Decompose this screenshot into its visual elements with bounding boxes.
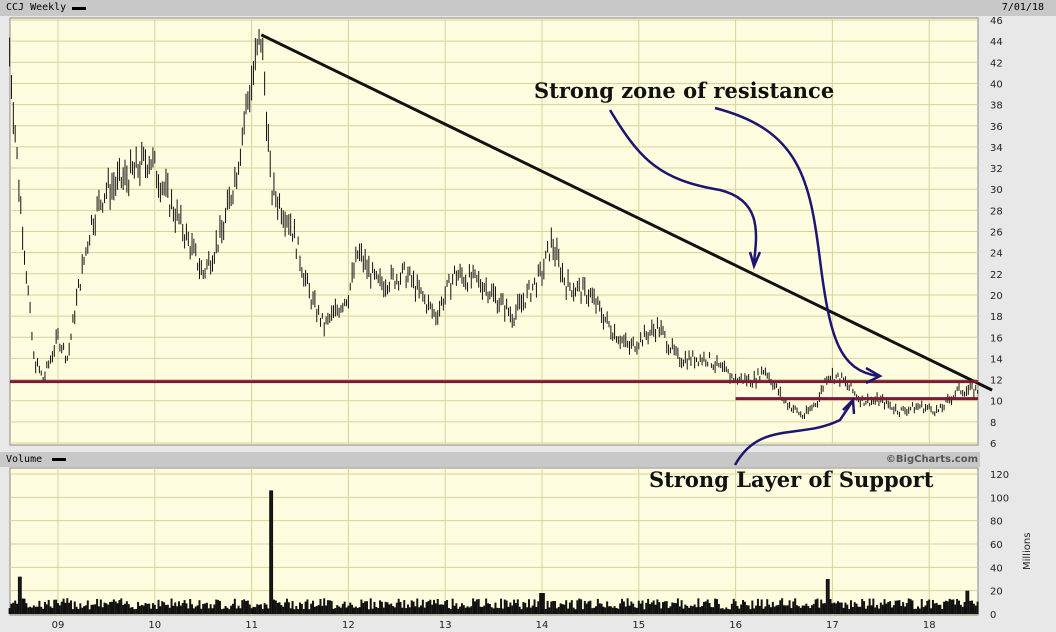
y-tick-label: 28 [990, 206, 1003, 217]
volume-tick-label: 0 [990, 610, 996, 621]
volume-title: Volume [6, 454, 43, 465]
y-tick-label: 44 [990, 37, 1003, 48]
y-tick-label: 32 [990, 164, 1003, 175]
legend-swatch-icon [72, 7, 86, 10]
credit: ©BigCharts.com [885, 454, 978, 465]
x-tick-label: 12 [342, 620, 355, 631]
volume-axis-label: Millions [1022, 533, 1033, 570]
volume-tick-label: 80 [990, 517, 1003, 528]
y-tick-label: 8 [990, 418, 996, 429]
arrowhead-icon [748, 251, 762, 270]
chart-date: 7/01/18 [1001, 2, 1044, 13]
arrow-support [733, 401, 854, 466]
arrowhead-icon [842, 397, 856, 415]
y-tick-label: 6 [990, 439, 996, 450]
y-tick-label: 10 [990, 397, 1003, 408]
y-tick-label: 42 [990, 58, 1003, 69]
volume-tick-label: 120 [990, 470, 1009, 481]
arrow-resistance-2 [714, 106, 879, 378]
chart-header: CCJ Weekly 7/01/18 [0, 0, 1056, 16]
y-tick-label: 34 [990, 143, 1003, 154]
y-tick-label: 18 [990, 312, 1003, 323]
y-tick-label: 26 [990, 228, 1003, 239]
annotation-arrows [608, 106, 883, 466]
y-tick-label: 30 [990, 185, 1003, 196]
support-annotation: Strong Layer of Support [649, 467, 934, 492]
x-tick-label: 16 [729, 620, 742, 631]
x-tick-label: 13 [439, 620, 452, 631]
resistance-trendline [260, 33, 993, 392]
chart-title: CCJ Weekly [6, 2, 67, 13]
volume-tick-label: 100 [990, 493, 1009, 504]
resistance-annotation: Strong zone of resistance [534, 78, 834, 103]
x-tick-label: 11 [245, 620, 258, 631]
y-tick-label: 36 [990, 122, 1003, 133]
y-tick-label: 16 [990, 333, 1003, 344]
volume-legend-swatch-icon [52, 458, 66, 461]
y-tick-label: 24 [990, 249, 1003, 260]
y-tick-label: 46 [990, 16, 1003, 27]
x-tick-label: 10 [148, 620, 161, 631]
x-tick-label: 09 [52, 620, 65, 631]
volume-tick-label: 20 [990, 587, 1003, 598]
y-tick-label: 20 [990, 291, 1003, 302]
y-tick-label: 40 [990, 79, 1003, 90]
x-tick-label: 15 [632, 620, 645, 631]
y-tick-label: 38 [990, 101, 1003, 112]
x-tick-label: 14 [536, 620, 549, 631]
volume-tick-label: 60 [990, 540, 1003, 551]
y-tick-label: 12 [990, 376, 1003, 387]
x-tick-label: 18 [923, 620, 936, 631]
arrowhead-icon [865, 366, 883, 385]
y-tick-label: 22 [990, 270, 1003, 281]
y-tick-label: 14 [990, 354, 1003, 365]
x-tick-label: 17 [826, 620, 839, 631]
volume-tick-label: 40 [990, 563, 1003, 574]
arrow-resistance-1 [608, 109, 758, 263]
